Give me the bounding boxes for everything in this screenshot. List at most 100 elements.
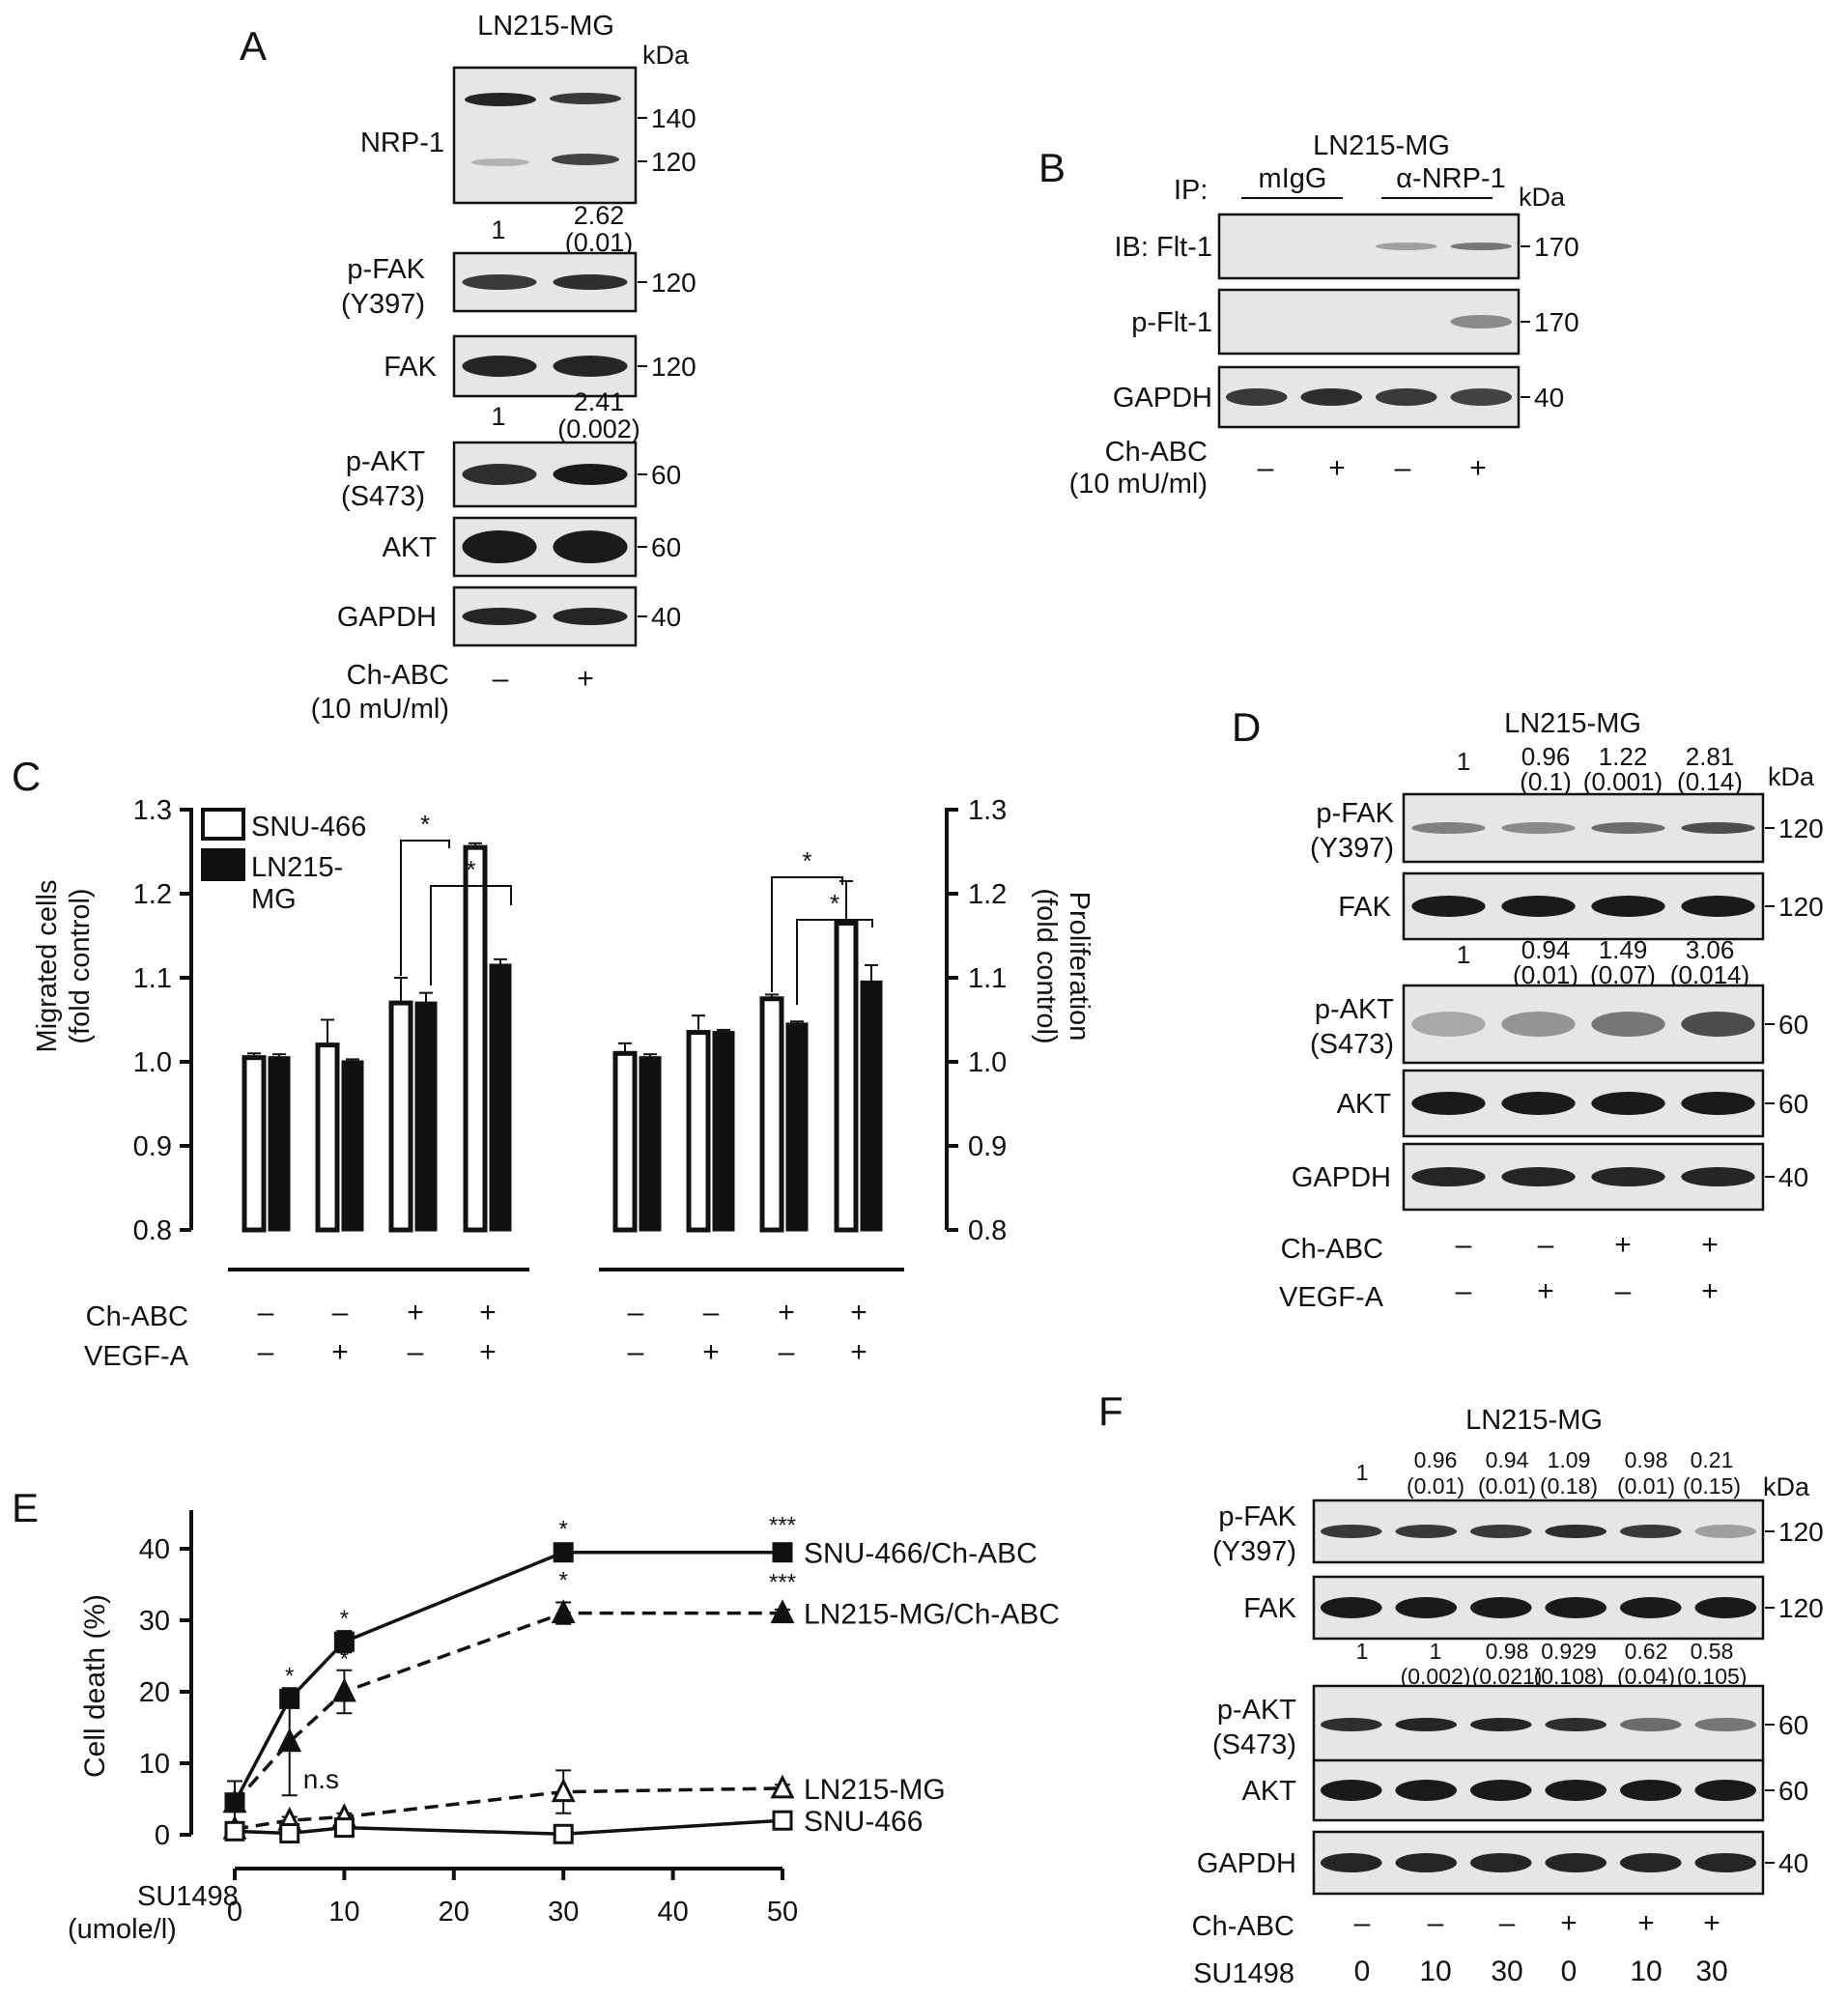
- panel-b-treatment-conc: (10 mU/ml): [1069, 469, 1208, 500]
- e-series-label-1: LN215-MG/Ch-ABC: [804, 1599, 1060, 1631]
- e-point-3-2: [333, 1817, 355, 1839]
- legend-label-ln215: LN215-: [251, 852, 343, 883]
- c-mig-ln-bar-3: [489, 963, 512, 1232]
- c-right-tick-label: 0.9: [968, 1131, 1007, 1162]
- c-sig-bracket-3: [771, 876, 843, 992]
- e-sig-snu-1: *: [340, 1606, 349, 1632]
- b-row-0-band-3: [1375, 243, 1437, 250]
- a-quant-1: 1: [491, 215, 505, 244]
- f-su1498-3: 0: [1561, 1956, 1578, 1987]
- c-left-ylabel-line-2: (fold control): [65, 888, 96, 1043]
- e-point-3-1: [279, 1823, 300, 1844]
- a-nrp1-band-140-2: [550, 93, 621, 104]
- panel-c: C SNU-466 LN215- MG Migrated cells (fold…: [12, 754, 1095, 1372]
- panel-b-cell-line: LN215-MG: [1313, 130, 1450, 161]
- f-row-label-chabc: Ch-ABC: [1192, 1911, 1294, 1942]
- f-label-row-1: FAK: [1243, 1593, 1296, 1624]
- f-row-2-band-4: [1545, 1718, 1607, 1731]
- d-row-2-band-3: [1591, 1012, 1665, 1037]
- f-row-1-band-1: [1320, 1597, 1382, 1618]
- a-nrp1-band-140-1: [465, 93, 536, 106]
- e-y-tick-label: 40: [139, 1534, 170, 1565]
- d-label-row-2-sub: (S473): [1310, 1029, 1394, 1060]
- d-row-1-band-2: [1501, 896, 1576, 917]
- a-row-1-band-1: [462, 274, 537, 290]
- c-sig-bracket-3-star: *: [802, 846, 811, 875]
- f-row-4-band-5: [1619, 1853, 1682, 1872]
- panel-letter-f: F: [1098, 1388, 1123, 1434]
- c-right-ylabel: Proliferation (fold control): [1031, 888, 1095, 1043]
- c-pro-ln-bar-0: [639, 1056, 662, 1232]
- f-row-3-box: [1312, 1758, 1765, 1822]
- d-row-1-band-3: [1591, 896, 1665, 917]
- b-marker-row-0-label: 170: [1534, 232, 1579, 262]
- f-row-3-band-5: [1619, 1780, 1682, 1801]
- panel-d-blot-rows: 1 0.96(0.1)1.22(0.001)2.81(0.14)1 0.94(0.0…: [1292, 742, 1824, 1212]
- a-row-2-band-1: [462, 356, 537, 377]
- f-quant-mid-4: 0.62: [1625, 1639, 1668, 1664]
- a-label-row-3: p-AKT: [346, 446, 425, 477]
- panel-a-treatment-label: Ch-ABC: [347, 660, 449, 691]
- e-point-1-3: [551, 1599, 576, 1624]
- f-quant-mid-0: 1: [1356, 1639, 1369, 1664]
- e-series-label-2: LN215-MG: [804, 1774, 946, 1806]
- b-row-1-band-4: [1450, 315, 1513, 328]
- f-row-0-band-6: [1694, 1525, 1757, 1538]
- e-x-tick-label: 30: [548, 1897, 579, 1928]
- f-quant-top-0: 1: [1356, 1460, 1369, 1485]
- c-vegfa-5: +: [702, 1336, 720, 1368]
- panel-b-blot-rows: 170 IB: Flt-1 170 p-Flt-1 40 GAPDH: [1113, 213, 1579, 429]
- a-marker-row-5-label: 40: [651, 602, 681, 632]
- b-label-row-0: IB: Flt-1: [1114, 232, 1212, 263]
- c-pro-ln-bar-2: [785, 1022, 809, 1232]
- c-right-ylabel-line-1: Proliferation: [1064, 892, 1095, 1042]
- c-right-ylabel-line-2: (fold control): [1031, 888, 1062, 1043]
- f-row-0-band-2: [1395, 1525, 1458, 1538]
- f-row-1-band-4: [1545, 1597, 1607, 1618]
- a-row-3-band-1: [462, 464, 537, 485]
- c-treatment-lanes: – – + + – – + + – + – + – + – +: [258, 1297, 867, 1368]
- c-sig-bracket-4-star: *: [830, 889, 839, 918]
- f-su1498-0: 0: [1354, 1956, 1371, 1987]
- c-pro-snu-bar-2: [759, 996, 784, 1233]
- d-marker-row-0-label: 120: [1778, 814, 1824, 843]
- c-mig-snu-bar-1: [315, 1042, 340, 1233]
- b-row-2-band-2: [1300, 388, 1363, 406]
- c-vegfa-6: –: [779, 1336, 795, 1368]
- c-bar-chart: 1.3 1.3 1.2 1.2 1.1 1.1 1.0 1.0 0.9 0.9 0.8 0.8 * * * *: [133, 795, 1007, 1271]
- f-chabc-1: –: [1428, 1907, 1444, 1939]
- f-marker-row-3-label: 60: [1778, 1776, 1808, 1806]
- c-pro-ln-bar-1: [712, 1031, 735, 1232]
- c-left-tick-label: 1.0: [133, 1047, 172, 1078]
- f-chabc-4: +: [1637, 1907, 1655, 1939]
- f-row-2-band-1: [1320, 1718, 1382, 1731]
- c-vegfa-1: +: [331, 1336, 349, 1368]
- c-left-tick-label: 1.1: [133, 963, 172, 994]
- panel-f: F LN215-MG kDa 1 0.96(0.01)0.94(0.01)1.09…: [1098, 1388, 1824, 1989]
- d-row-2-band-4: [1681, 1012, 1755, 1037]
- c-mig-ln-bar-0: [268, 1056, 291, 1232]
- f-label-row-4: GAPDH: [1197, 1848, 1296, 1879]
- d-row-3-band-1: [1411, 1092, 1486, 1115]
- panel-f-blot-rows: 1 0.96(0.01)0.94(0.01)1.09(0.18)0.98(0.01…: [1197, 1447, 1824, 1896]
- a-row-3-band-2: [553, 464, 628, 485]
- f-quant-mid-p-3: (0.108): [1534, 1664, 1605, 1689]
- d-label-row-3: AKT: [1337, 1089, 1392, 1120]
- e-line-chart: 40 30 20 10 0 0 10 20 30 40 50 SNU-466/Ch-ABC LN215-…: [139, 1510, 1060, 1928]
- d-label-row-0: p-FAK: [1316, 798, 1394, 829]
- c-left-tick-label: 1.2: [133, 879, 172, 910]
- e-x-tick-label: 0: [227, 1897, 242, 1928]
- e-series-line-2: [234, 1786, 783, 1831]
- c-left-tick-label: 0.9: [133, 1131, 172, 1162]
- c-mig-ln-bar-1: [341, 1060, 364, 1232]
- c-right-tick-label: 0.8: [968, 1215, 1007, 1246]
- e-point-2-3: [551, 1778, 576, 1803]
- a-label-nrp1: NRP-1: [360, 128, 444, 158]
- e-ylabel: Cell death (%): [79, 1594, 111, 1778]
- a-label-row-1-sub: (Y397): [341, 289, 425, 320]
- panel-b: B LN215-MG IP: mIgG α-NRP-1 kDa 170 IB: F…: [1038, 130, 1579, 500]
- f-su1498-5: 30: [1695, 1956, 1727, 1987]
- f-row-3-band-2: [1395, 1780, 1458, 1801]
- e-point-3-4: [772, 1810, 793, 1831]
